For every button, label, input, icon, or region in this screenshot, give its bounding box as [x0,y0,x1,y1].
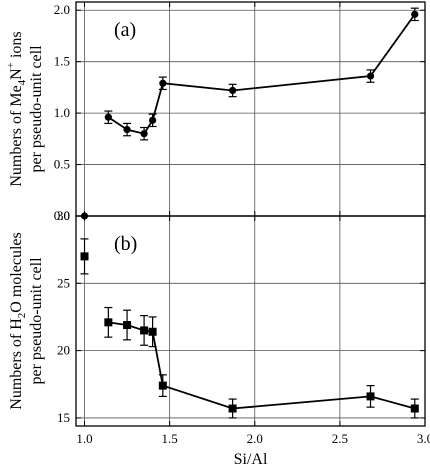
x-tick-label: 2.5 [332,431,348,446]
y-axis-title-text: ions [8,31,25,62]
data-point [140,130,148,138]
data-point [410,404,419,413]
y-axis-title-line2: per pseudo-unit cell [28,257,45,385]
y-tick-label: 1.0 [54,105,70,120]
x-tick-label: 3.0 [417,431,430,446]
plot-frame [75,215,426,427]
data-point [104,318,113,327]
y-tick-label: 2.0 [54,2,70,17]
data-point [228,404,237,413]
y-tick-label: 30 [57,208,70,223]
data-point [366,392,375,401]
x-axis-title: Si/Al [234,451,268,468]
y-axis-title-line1: Numbers of H2O molecules [8,232,28,409]
data-point [140,326,149,335]
panel-b: 15 20 25 30 (b) Numbers of H2O molecules per p… [8,208,426,427]
y-tick-label: 15 [57,410,70,425]
y-axis-title-text: Numbers of H [8,318,25,410]
x-tick-label: 1.0 [76,431,92,446]
data-point [80,252,89,261]
panel-label: (a) [114,19,136,41]
data-point [123,321,132,330]
x-tick-label: 2.0 [247,431,263,446]
y-tick-label: 25 [57,275,70,290]
data-point [123,125,131,134]
data-point [149,116,157,124]
data-point [159,79,167,87]
y-tick-label: 20 [57,343,70,358]
data-point [148,327,157,336]
y-axis-title-subscript: 4 [16,79,28,85]
data-point [158,381,167,390]
y-axis-title-text: N [8,68,25,80]
y-tick-label: 1.5 [54,54,70,69]
panel-a: 0.0 0.5 1.0 1.5 2.0 (a) Numbers of Me4N+ ions p… [5,1,426,223]
data-point [411,10,419,18]
y-axis-title-line1: Numbers of Me4N+ ions [5,31,28,186]
y-axis-title-text: O molecules [8,232,25,312]
x-tick-label: 1.5 [162,431,178,446]
shared-x-axis: 1.0 1.5 2.0 2.5 3.0 Si/Al [76,431,430,468]
y-axis-title-subscript: 2 [16,313,28,319]
y-axis-title-text: Numbers of Me [8,85,25,186]
y-tick-label: 0.0 [54,208,70,223]
data-point [366,72,375,80]
y-axis-title-line2: per pseudo-unit cell [28,45,45,173]
y-axis-title-superscript: + [5,62,17,68]
data-point [104,113,112,121]
y-tick-label: 0.5 [54,157,70,172]
data-point [229,86,237,95]
panel-label: (b) [114,233,137,255]
